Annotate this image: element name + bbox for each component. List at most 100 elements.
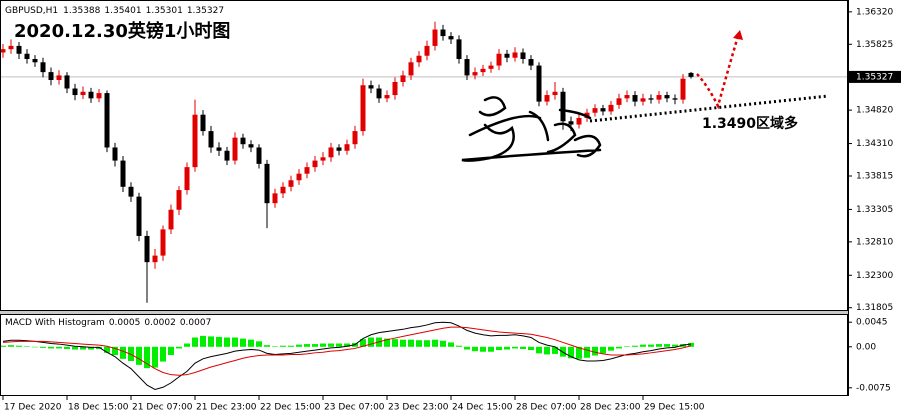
candle-body (280, 186, 286, 194)
histogram-bar (256, 341, 262, 347)
histogram-bar (168, 346, 174, 355)
histogram-bar (408, 339, 414, 347)
histogram-bar (328, 343, 334, 347)
candle-body (88, 91, 94, 99)
forecast-path (696, 35, 740, 110)
histogram-bar (640, 344, 646, 347)
histogram-bar (424, 340, 430, 347)
candle-body (16, 45, 22, 54)
candle-body (688, 72, 694, 77)
last-open: 1.35388 (63, 6, 100, 16)
candle-body (632, 95, 638, 102)
indicator-line (2, 326, 692, 376)
histogram-bar (576, 346, 582, 359)
histogram-bar (504, 346, 510, 350)
candle-body (56, 75, 62, 80)
histogram-bar (544, 346, 550, 355)
histogram-bar (464, 346, 470, 350)
candle-body (104, 93, 110, 148)
candle-body (664, 95, 670, 99)
candle-body (560, 91, 566, 122)
x-tick-label: 24 Dec 15:00 (452, 403, 513, 413)
histogram-bar (184, 343, 190, 347)
candle-body (200, 114, 206, 132)
candle-body (416, 55, 422, 63)
candle-body (320, 157, 326, 161)
histogram-bar (344, 343, 350, 347)
histogram-bar (120, 346, 126, 359)
candle-body (296, 173, 302, 181)
histogram-bar (648, 344, 654, 347)
candle-body (96, 93, 102, 99)
histogram-bar (192, 337, 198, 347)
candle-body (128, 186, 134, 197)
histogram-bar (472, 346, 478, 352)
histogram-bar (80, 346, 86, 350)
histogram-bar (592, 346, 598, 356)
macd-last: 0.0005 (109, 318, 141, 328)
histogram-bar (360, 339, 366, 347)
candle-body (576, 117, 582, 125)
candle-body (336, 147, 342, 151)
histogram-bar (128, 346, 134, 362)
candle-body (432, 29, 438, 46)
candle-body (400, 75, 406, 82)
histogram-bar (144, 346, 150, 369)
candle-body (408, 62, 414, 76)
histogram-bar (0, 345, 6, 347)
histogram-bar (432, 339, 438, 347)
candle-body (456, 39, 462, 60)
histogram-bar (200, 335, 206, 347)
histogram-bar (456, 345, 462, 347)
chart-header: GBPUSD,H1 1.35388 1.35401 1.35301 1.35327 (5, 6, 224, 16)
symbol: GBPUSD,H1 (5, 6, 58, 16)
histogram-bar (16, 345, 22, 347)
histogram-bar (664, 344, 670, 347)
panel-separator (0, 311, 848, 314)
histogram-bar (448, 342, 454, 347)
candle-body (504, 53, 510, 58)
x-tick-label: 23 Dec 07:00 (324, 403, 385, 413)
candle-body (424, 45, 430, 56)
x-tick-label: 28 Dec 07:00 (516, 403, 577, 413)
candle-body (608, 104, 614, 112)
candle-body (680, 78, 686, 100)
histogram-bar (88, 346, 94, 350)
candle-body (168, 209, 174, 230)
histogram-bar (152, 346, 158, 368)
candle-body (136, 196, 142, 236)
histogram-bar (496, 346, 502, 351)
histogram-bar (304, 344, 310, 347)
candle-body (472, 72, 478, 76)
indicator-y-tick-label: 0.0045 (856, 318, 888, 328)
indicator-y-tick-label: 0.00 (856, 342, 876, 352)
histogram-bar (584, 346, 590, 358)
candle-body (552, 91, 558, 96)
histogram-bar (296, 344, 302, 347)
histogram-bar (416, 340, 422, 347)
y-tick-label: 1.31805 (856, 303, 893, 313)
candle-body (440, 29, 446, 37)
last-close: 1.35327 (187, 6, 224, 16)
candle-body (528, 59, 534, 66)
candle-body (264, 163, 270, 204)
candle-body (592, 108, 598, 113)
indicator-y-tick-label: -0.0075 (856, 383, 891, 393)
histogram-last: 0.0007 (180, 318, 212, 328)
histogram-bar (232, 337, 238, 347)
indicator-line (2, 321, 692, 390)
histogram-bar (208, 336, 214, 347)
histogram-bar (536, 346, 542, 354)
histogram-bar (64, 346, 70, 349)
y-tick-label: 1.36320 (856, 7, 893, 17)
candle-body (288, 180, 294, 187)
histogram-bar (24, 346, 30, 347)
forecast-arrowhead (733, 30, 743, 40)
y-tick-label: 1.34820 (856, 106, 893, 116)
histogram-bar (672, 344, 678, 347)
histogram-bar (288, 345, 294, 347)
candle-body (304, 167, 310, 174)
histogram-bar (280, 345, 286, 347)
x-tick-label: 29 Dec 15:00 (644, 403, 705, 413)
